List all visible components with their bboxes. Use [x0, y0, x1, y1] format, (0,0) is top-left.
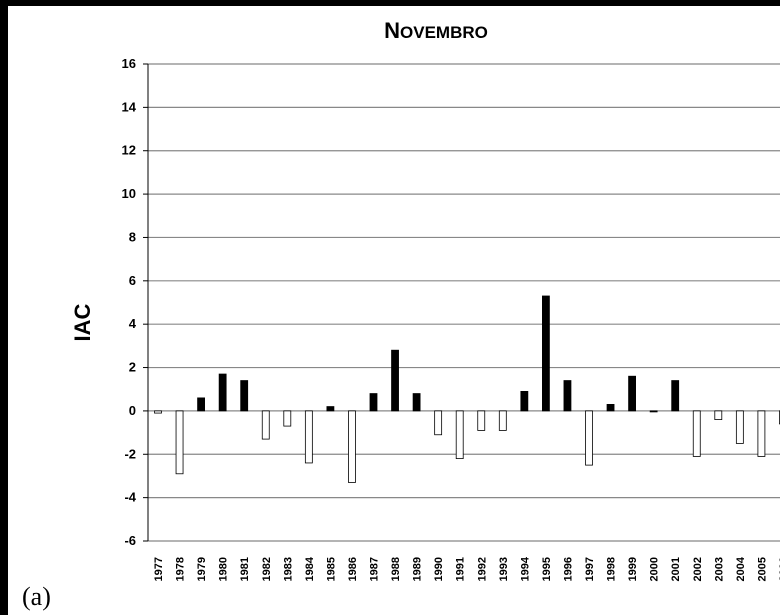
bar-1988 [392, 350, 399, 411]
bar-1978 [176, 411, 183, 474]
bar-1990 [435, 411, 442, 435]
y-tick-label: 0 [129, 403, 136, 418]
bar-1992 [478, 411, 485, 431]
bar-1979 [198, 398, 205, 411]
y-tick-label: 4 [129, 316, 137, 331]
x-tick-label: 1998 [606, 557, 618, 581]
x-tick-label: 1985 [325, 557, 337, 581]
y-axis-label: IAC [70, 303, 95, 341]
bar-2003 [715, 411, 722, 420]
x-tick-label: 1991 [455, 557, 467, 581]
bar-1994 [521, 391, 528, 411]
y-tick-label: 8 [129, 229, 136, 244]
y-tick-label: 12 [122, 143, 136, 158]
bar-1993 [499, 411, 506, 431]
bar-2004 [736, 411, 743, 444]
x-tick-label: 1997 [584, 557, 596, 581]
y-tick-label: -6 [124, 533, 136, 548]
x-tick-label: 1980 [218, 557, 230, 581]
x-tick-label: 1994 [519, 556, 531, 581]
bar-1998 [607, 404, 614, 411]
bar-1981 [241, 381, 248, 411]
panel-label: (a) [22, 582, 51, 612]
x-tick-label: 2002 [692, 557, 704, 581]
bar-1982 [262, 411, 269, 439]
bar-1983 [284, 411, 291, 426]
x-tick-label: 2003 [713, 557, 725, 581]
bar-1986 [348, 411, 355, 483]
bar-1989 [413, 394, 420, 411]
bar-1985 [327, 407, 334, 411]
y-axis-ticks: 16 14 12 10 8 6 4 2 0 -2 -4 -6 [122, 56, 148, 548]
bar-2002 [693, 411, 700, 457]
x-tick-label: 1990 [433, 557, 445, 581]
x-tick-label: 1995 [541, 557, 553, 581]
y-tick-label: 2 [129, 360, 136, 375]
x-tick-label: 1992 [476, 557, 488, 581]
bar-1995 [542, 296, 549, 411]
x-tick-label: 1996 [562, 557, 574, 581]
y-tick-label: 10 [122, 186, 136, 201]
bar-1987 [370, 394, 377, 411]
y-tick-label: 6 [129, 273, 136, 288]
bar-1997 [586, 411, 593, 465]
x-tick-label: 2001 [670, 557, 682, 581]
x-tick-label: 1993 [498, 557, 510, 581]
grid-lines [148, 64, 780, 541]
bar-2005 [758, 411, 765, 457]
x-tick-label: 1982 [261, 557, 273, 581]
x-tick-label: 2000 [649, 557, 661, 581]
y-tick-label: -4 [124, 490, 136, 505]
bar-2000 [650, 411, 657, 412]
x-tick-label: 2005 [756, 557, 768, 581]
x-axis-ticks: 1977 1978 1979 1980 1981 1982 1983 1984 1985 1986… [153, 556, 780, 581]
bar-1996 [564, 381, 571, 411]
x-tick-label: 2004 [735, 556, 747, 581]
figure-panel: NOVEMBRO 16 14 12 10 8 6 4 2 0 -2 -4 -6 1977 1978 197… [8, 6, 780, 615]
bar-1984 [305, 411, 312, 463]
bar-1977 [155, 411, 162, 413]
bar-1991 [456, 411, 463, 459]
bar-2001 [672, 381, 679, 411]
x-tick-label: 1988 [390, 557, 402, 581]
x-tick-label: 1986 [347, 557, 359, 581]
x-tick-label: 1999 [627, 557, 639, 581]
x-tick-label: 1987 [369, 557, 381, 581]
y-tick-label: 14 [122, 99, 137, 114]
bar-1980 [219, 374, 226, 411]
x-tick-label: 1989 [412, 557, 424, 581]
x-tick-label: 1984 [304, 556, 316, 581]
y-tick-label: 16 [122, 56, 136, 71]
chart-title: NOVEMBRO [384, 18, 488, 43]
y-tick-label: -2 [124, 446, 136, 461]
x-tick-label: 1978 [175, 557, 187, 581]
x-tick-label: 1979 [196, 557, 208, 581]
bar-1999 [629, 376, 636, 411]
x-tick-label: 1981 [239, 557, 251, 581]
x-tick-label: 1977 [153, 557, 165, 581]
x-tick-label: 1983 [282, 557, 294, 581]
